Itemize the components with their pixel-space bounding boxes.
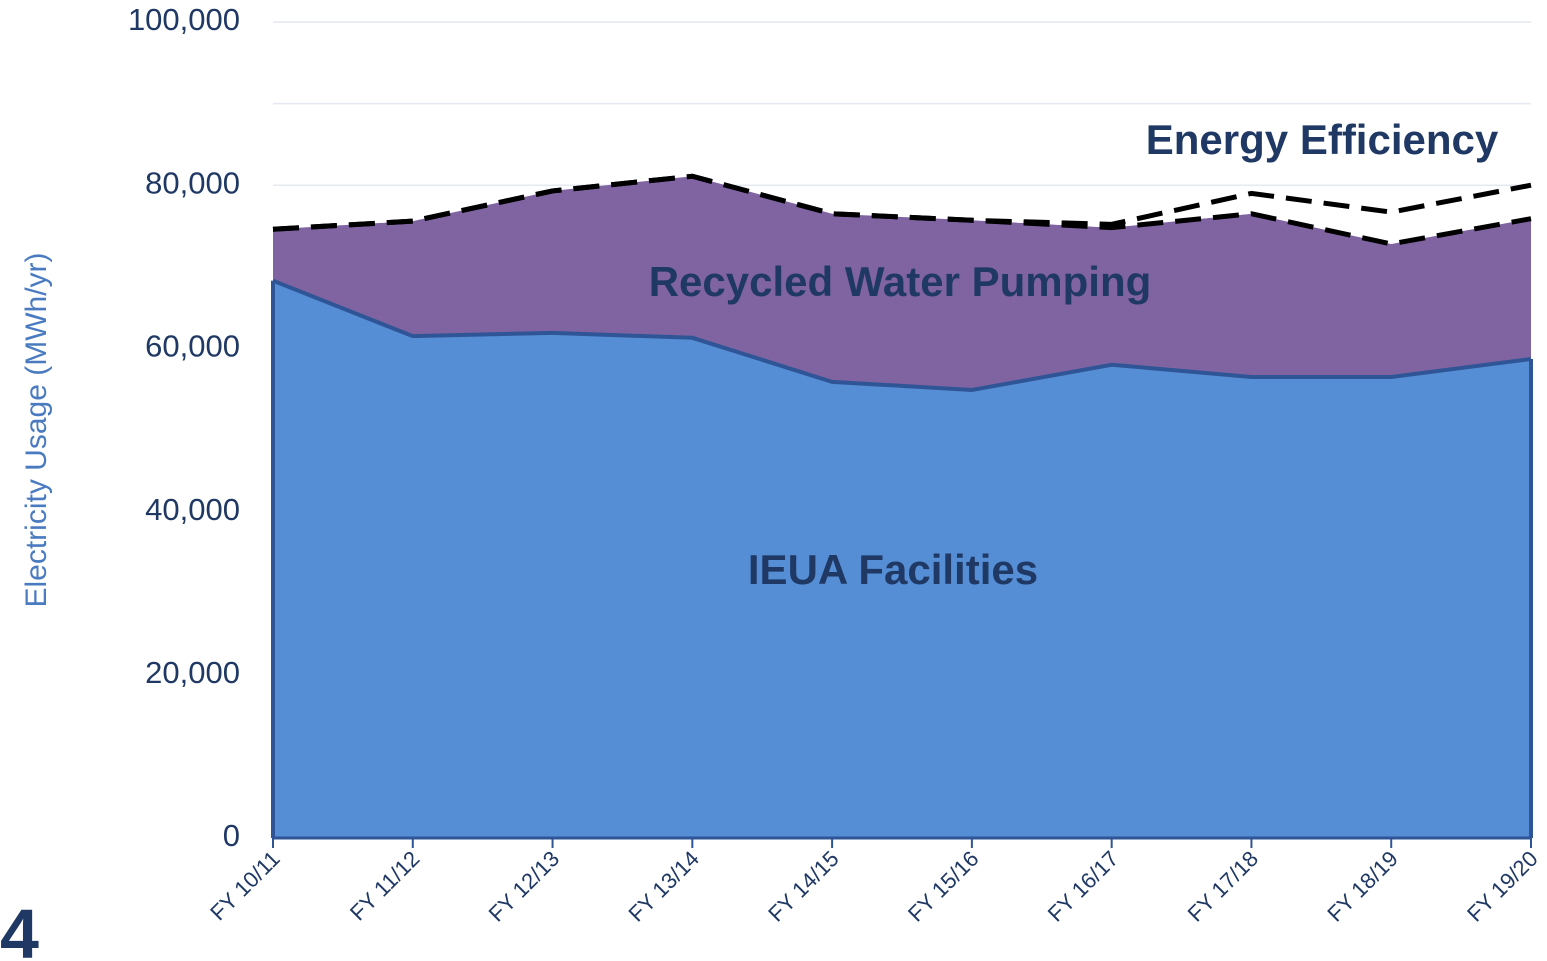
x-tick-label: FY 13/14 (623, 846, 704, 927)
y-tick-label: 20,000 (145, 655, 240, 690)
y-axis-title: Electricity Usage (MWh/yr) (20, 252, 53, 607)
y-tick-label: 80,000 (145, 165, 240, 200)
x-tick-label: FY 10/11 (205, 846, 284, 925)
x-tick-label: FY 18/19 (1322, 846, 1403, 927)
area (273, 280, 1531, 838)
x-tick-label: FY 12/13 (484, 846, 565, 927)
area (273, 176, 1531, 244)
y-tick-label: 60,000 (145, 329, 240, 364)
area-edge (272, 173, 1532, 232)
x-tick-label: FY 19/20 (1462, 846, 1543, 927)
series-label: IEUA Facilities (748, 546, 1038, 593)
page-number: 4 (0, 895, 39, 961)
x-tick-label: FY 11/12 (345, 846, 424, 925)
area (273, 176, 1531, 391)
y-tick-label: 0 (223, 818, 240, 853)
y-tick-label: 40,000 (145, 492, 240, 527)
x-tick-label: FY 14/15 (763, 846, 844, 927)
x-tick-label: FY 17/18 (1183, 846, 1264, 927)
series-label: Energy Efficiency (1146, 116, 1499, 163)
area-edge (272, 278, 1532, 393)
series-label: Recycled Water Pumping (649, 258, 1152, 305)
y-tick-label: 100,000 (128, 2, 240, 37)
x-tick-label: FY 15/16 (903, 846, 984, 927)
x-tick-label: FY 16/17 (1043, 846, 1124, 927)
